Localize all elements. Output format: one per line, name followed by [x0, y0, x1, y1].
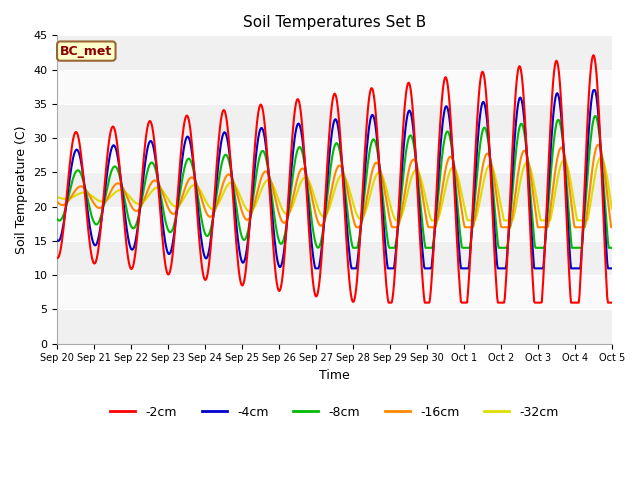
- Bar: [58, 241, 612, 275]
- Y-axis label: Soil Temperature (C): Soil Temperature (C): [15, 125, 28, 254]
- Title: Soil Temperatures Set B: Soil Temperatures Set B: [243, 15, 426, 30]
- Legend: -2cm, -4cm, -8cm, -16cm, -32cm: -2cm, -4cm, -8cm, -16cm, -32cm: [106, 401, 564, 424]
- Bar: [58, 70, 612, 104]
- Text: BC_met: BC_met: [60, 45, 113, 58]
- Bar: [58, 172, 612, 207]
- Bar: [58, 207, 612, 241]
- Bar: [58, 275, 612, 310]
- X-axis label: Time: Time: [319, 369, 350, 382]
- Bar: [58, 104, 612, 138]
- Bar: [58, 36, 612, 70]
- Bar: [58, 138, 612, 172]
- Bar: [58, 310, 612, 344]
